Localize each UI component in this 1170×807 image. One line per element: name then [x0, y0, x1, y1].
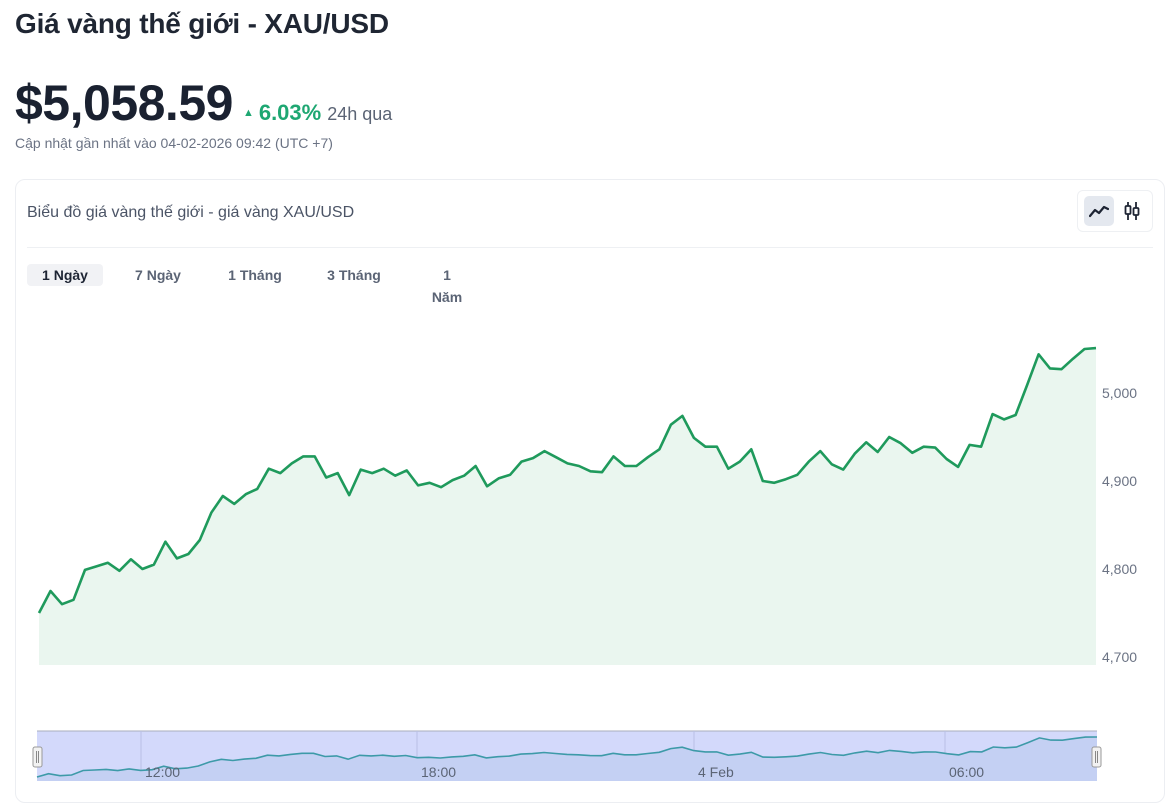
price-summary: $5,058.59 ▲ 6.03% 24h qua [15, 74, 392, 132]
chart-type-switch [1077, 190, 1153, 232]
time-range-tabs: 1 Ngày 7 Ngày 1 Tháng 3 Tháng 1 Năm [27, 264, 468, 305]
y-tick-label: 4,900 [1102, 473, 1137, 489]
navigator-left-handle[interactable] [32, 746, 43, 768]
last-updated: Cập nhật gần nhất vào 04-02-2026 09:42 (… [15, 135, 333, 151]
line-chart-icon [1088, 205, 1109, 218]
navigator-right-handle[interactable] [1091, 746, 1102, 768]
range-7-days[interactable]: 7 Ngày [135, 267, 181, 283]
candlestick-chart-button[interactable] [1117, 196, 1147, 226]
y-tick-label: 5,000 [1102, 385, 1137, 401]
up-arrow-icon: ▲ [242, 107, 254, 119]
navigator-tick-label: 06:00 [949, 764, 984, 780]
navigator-labels: 12:00 18:00 4 Feb 06:00 [145, 764, 984, 780]
current-price: $5,058.59 [15, 75, 233, 131]
navigator-tick-label: 12:00 [145, 764, 180, 780]
y-tick-label: 4,800 [1102, 561, 1137, 577]
navigator-tick-label: 18:00 [421, 764, 456, 780]
navigator-line [36, 736, 1098, 778]
navigator-area [37, 737, 1097, 781]
card-divider [27, 247, 1153, 248]
price-line [37, 346, 1097, 614]
y-axis: 4,700 4,800 4,900 5,000 [1102, 385, 1137, 665]
navigator[interactable]: 12:00 18:00 4 Feb 06:00 [32, 730, 1102, 781]
change-percent: 6.03% [258, 100, 322, 125]
chart-title: Biểu đồ giá vàng thế giới - giá vàng XAU… [27, 204, 355, 221]
range-1-year[interactable]: 1 Năm [431, 267, 463, 305]
navigator-tick-label: 4 Feb [698, 764, 734, 780]
candlestick-icon [1124, 202, 1139, 220]
price-change: ▲ 6.03% 24h qua [243, 100, 392, 126]
page-title: Giá vàng thế giới - XAU/USD [15, 8, 389, 39]
range-1-day[interactable]: 1 Ngày [27, 264, 103, 286]
y-tick-label: 4,700 [1102, 649, 1137, 665]
range-3-months[interactable]: 3 Tháng [327, 267, 381, 283]
price-area [39, 348, 1096, 665]
range-1-month[interactable]: 1 Tháng [228, 267, 282, 283]
line-chart-button[interactable] [1083, 196, 1114, 226]
change-period: 24h qua [327, 104, 393, 124]
